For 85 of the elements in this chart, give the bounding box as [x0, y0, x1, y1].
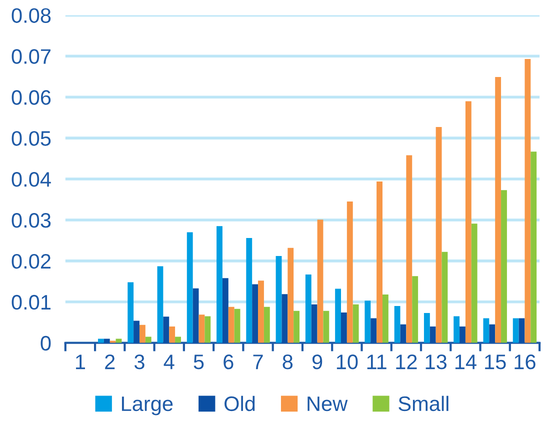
- bar: [430, 326, 436, 343]
- bar: [192, 288, 199, 343]
- x-tick-label: 10: [336, 354, 358, 370]
- bar: [412, 276, 418, 343]
- bar: [282, 294, 288, 343]
- x-tick-label: 7: [253, 354, 263, 370]
- legend-label: Old: [224, 396, 255, 412]
- bar: [335, 288, 341, 343]
- y-tick-label: 0.02: [12, 254, 50, 269]
- bar: [465, 101, 472, 343]
- y-tick-label: 0.08: [12, 8, 51, 23]
- bar: [471, 224, 478, 343]
- x-tick-label: 14: [455, 354, 476, 370]
- bar: [288, 248, 294, 343]
- bar: [175, 336, 181, 343]
- bar: [454, 316, 460, 343]
- bar: [305, 274, 312, 343]
- bar: [436, 127, 442, 343]
- bar: [169, 326, 176, 343]
- bar: [518, 318, 525, 343]
- bar: [341, 312, 347, 343]
- x-tick-label: 9: [312, 354, 322, 370]
- x-tick-label: 11: [367, 354, 386, 370]
- bar: [134, 320, 140, 343]
- bar: [204, 316, 211, 343]
- x-tick-label: 2: [105, 354, 115, 370]
- bar: [264, 306, 270, 343]
- x-tick-label: 16: [514, 354, 536, 370]
- bar: [376, 181, 382, 343]
- bar: [501, 190, 507, 343]
- bar: [370, 318, 377, 343]
- bar: [186, 232, 193, 343]
- x-tick-label: 13: [426, 354, 446, 370]
- bar: [276, 256, 282, 343]
- legend-label: New: [308, 396, 348, 412]
- bar: [145, 336, 152, 343]
- bar: [460, 326, 466, 343]
- x-tick-label: 4: [164, 354, 174, 370]
- bar: [216, 226, 222, 343]
- y-tick-label: 0.04: [12, 172, 51, 187]
- bar: [163, 316, 170, 343]
- bar: [128, 282, 134, 343]
- bar: [294, 310, 300, 343]
- bar: [352, 304, 359, 343]
- bar: [394, 306, 400, 343]
- bar: [424, 312, 430, 343]
- bar: [483, 318, 490, 343]
- y-tick-label: 0.01: [12, 294, 50, 310]
- bar: [228, 306, 234, 343]
- bar: [512, 318, 519, 343]
- y-tick-label: 0.07: [12, 49, 50, 64]
- bar: [252, 284, 258, 343]
- bar: [382, 294, 388, 343]
- bar: [323, 310, 330, 343]
- legend-label: Large: [122, 396, 173, 416]
- bar: [157, 266, 164, 343]
- bar: [139, 324, 146, 343]
- bar: [246, 238, 252, 343]
- x-tick-label: 5: [194, 354, 204, 370]
- bar: [489, 324, 496, 343]
- x-tick-label: 12: [396, 354, 417, 370]
- bar: [364, 300, 371, 343]
- bar: [222, 278, 228, 343]
- bar: [198, 314, 205, 343]
- bar: [406, 155, 412, 343]
- y-tick-label: 0: [40, 336, 51, 351]
- bar: [258, 280, 264, 343]
- x-tick-label: 6: [224, 354, 234, 370]
- bar: [311, 304, 318, 343]
- y-tick-label: 0.03: [12, 212, 51, 228]
- bar: [317, 220, 324, 343]
- x-tick-label: 15: [485, 354, 506, 370]
- bar: [442, 252, 448, 343]
- y-tick-label: 0.05: [12, 131, 51, 146]
- bar: [495, 77, 502, 343]
- y-tick-label: 0.06: [12, 90, 51, 105]
- x-tick-label: 8: [282, 354, 293, 370]
- bar: [234, 308, 240, 343]
- x-tick-label: 1: [76, 354, 85, 370]
- bar: [530, 152, 537, 343]
- legend-label: Small: [398, 396, 448, 412]
- bar: [524, 59, 531, 343]
- bar: [400, 324, 406, 343]
- x-tick-label: 3: [134, 354, 144, 370]
- bar: [346, 202, 353, 343]
